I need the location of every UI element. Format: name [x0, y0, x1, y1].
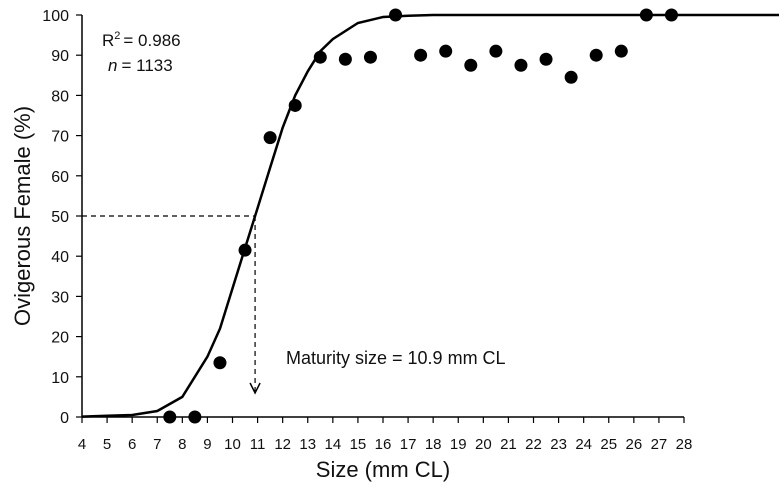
data-point	[238, 243, 252, 257]
data-point	[414, 48, 428, 62]
data-point	[589, 48, 603, 62]
data-point	[514, 58, 528, 72]
x-tick-label: 24	[575, 436, 592, 453]
y-axis-title: Ovigerous Female (%)	[10, 106, 35, 326]
x-tick-label: 18	[425, 436, 442, 453]
x-tick-label: 12	[274, 436, 291, 453]
x-tick-label: 19	[450, 436, 467, 453]
r-symbol: R	[102, 31, 114, 50]
x-tick-label: 22	[525, 436, 542, 453]
r-value: = 0.986	[123, 31, 180, 50]
x-tick-label: 4	[78, 436, 86, 453]
data-point	[639, 8, 653, 22]
fit-curve	[81, 13, 779, 418]
x-tick-label: 20	[475, 436, 492, 453]
y-tick-label: 70	[51, 129, 69, 146]
data-point	[614, 44, 628, 58]
data-point	[263, 131, 277, 145]
data-point	[338, 52, 352, 66]
data-point	[464, 58, 478, 72]
x-tick-label: 7	[153, 436, 161, 453]
x-tick-label: 8	[178, 436, 186, 453]
x-tick-label: 16	[375, 436, 392, 453]
y-tick-label: 60	[51, 169, 69, 186]
data-point	[363, 50, 377, 64]
data-point	[664, 8, 678, 22]
x-tick-label: 13	[299, 436, 316, 453]
sample-size: n = 1133	[108, 56, 173, 75]
y-tick-label: 30	[51, 289, 69, 306]
n-symbol: n	[108, 56, 117, 75]
y-tick-label: 50	[51, 209, 69, 226]
n-value: = 1133	[121, 56, 172, 75]
x-tick-label: 6	[128, 436, 136, 453]
y-tick-label: 80	[51, 88, 69, 105]
annotation: Maturity size = 10.9 mm CL	[286, 348, 506, 368]
data-point	[188, 410, 202, 424]
y-tick-label: 40	[51, 249, 69, 266]
data-point	[539, 52, 553, 66]
data-point	[439, 44, 453, 58]
y-tick-label: 100	[42, 8, 69, 25]
data-point	[389, 8, 403, 22]
arrow-head	[249, 382, 261, 395]
x-tick-label: 27	[651, 436, 668, 453]
x-tick-label: 9	[203, 436, 211, 453]
data-point	[489, 44, 503, 58]
x-tick-label: 23	[550, 436, 567, 453]
x-tick-label: 25	[600, 436, 617, 453]
x-tick-label: 15	[350, 436, 367, 453]
data-point	[288, 98, 302, 112]
y-tick-label: 10	[51, 370, 69, 387]
x-axis-title: Size (mm CL)	[316, 457, 450, 482]
data-point	[313, 50, 327, 64]
r-squared: R2 = 0.986	[102, 30, 181, 50]
x-tick-label: 28	[676, 436, 693, 453]
x-tick-label: 21	[500, 436, 517, 453]
x-tick-label: 5	[103, 436, 111, 453]
x-tick-label: 26	[625, 436, 642, 453]
x-tick-label: 11	[250, 436, 266, 453]
x-tick-label: 17	[400, 436, 417, 453]
r-superscript: 2	[114, 30, 120, 42]
y-tick-label: 0	[60, 410, 69, 427]
data-point	[163, 410, 177, 424]
y-tick-label: 20	[51, 330, 69, 347]
x-tick-label: 10	[224, 436, 241, 453]
data-point	[213, 356, 227, 370]
y-tick-label: 90	[51, 48, 69, 65]
x-tick-label: 14	[324, 436, 341, 453]
data-point	[564, 70, 578, 84]
